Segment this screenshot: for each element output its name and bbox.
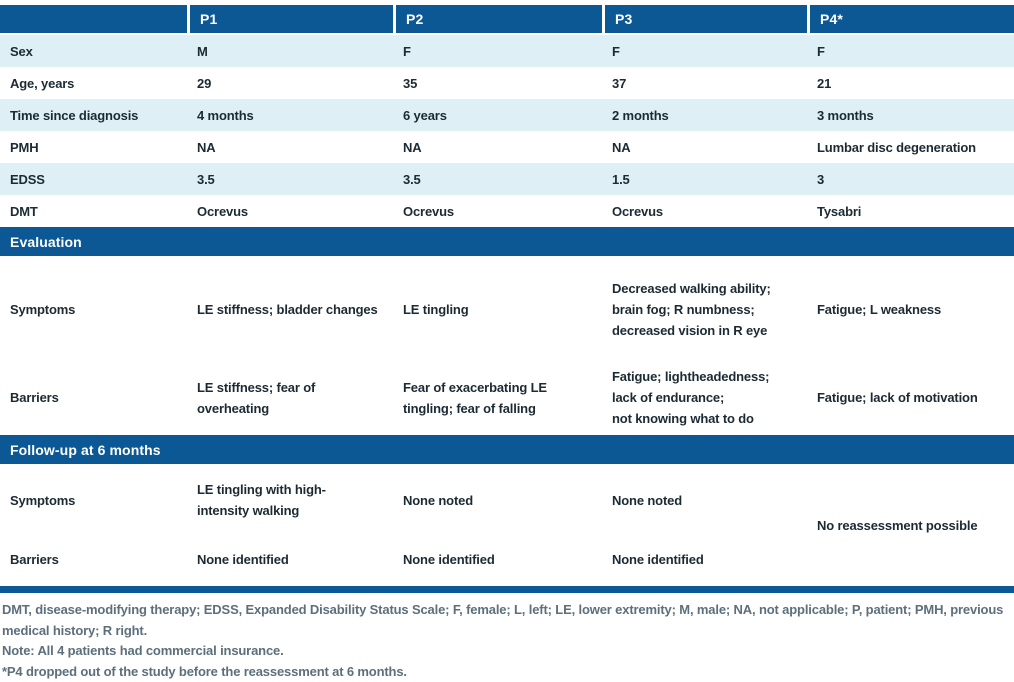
cell-p1: 3.5	[187, 163, 393, 195]
row-label: EDSS	[0, 163, 187, 195]
row-label: Age, years	[0, 67, 187, 99]
cell-p2: None noted	[393, 466, 602, 534]
cell-p1: 29	[187, 67, 393, 99]
cell-p2: Ocrevus	[393, 195, 602, 227]
cell-p2: LE tingling	[393, 258, 602, 360]
cell-p3: NA	[602, 131, 807, 163]
header-p3: P3	[602, 5, 807, 35]
header-row: P1 P2 P3 P4*	[0, 5, 1014, 35]
cell-p1: LE stiffness; fear of overheating	[187, 360, 393, 435]
cell-p2: Fear of exacerbating LE tingling; fear o…	[393, 360, 602, 435]
section-band-evaluation: Evaluation	[0, 227, 1014, 258]
section-band-followup: Follow-up at 6 months	[0, 435, 1014, 466]
row-label: Barriers	[0, 534, 187, 584]
cell-p3: None identified	[602, 534, 807, 584]
header-p4: P4*	[807, 5, 1014, 35]
cell-p2: 35	[393, 67, 602, 99]
cell-p1: LE tingling with high- intensity walking	[187, 466, 393, 534]
table-bottom-rule	[0, 586, 1014, 593]
footnote-abbreviations: DMT, disease-modifying therapy; EDSS, Ex…	[2, 600, 1010, 641]
cell-p4: 21	[807, 67, 1014, 99]
cell-p1: Ocrevus	[187, 195, 393, 227]
row-label: Barriers	[0, 360, 187, 435]
cell-p3: F	[602, 35, 807, 67]
cell-p3: 1.5	[602, 163, 807, 195]
row-label: DMT	[0, 195, 187, 227]
table-row-followup-symptoms: Symptoms LE tingling with high- intensit…	[0, 466, 1014, 534]
cell-p4: Fatigue; lack of motivation	[807, 360, 1014, 435]
cell-p4: 3	[807, 163, 1014, 195]
header-p2: P2	[393, 5, 602, 35]
footnote-asterisk: *P4 dropped out of the study before the …	[2, 662, 1010, 682]
header-empty-cell	[0, 5, 187, 35]
row-label: Symptoms	[0, 466, 187, 534]
cell-p1: None identified	[187, 534, 393, 584]
cell-p4: Lumbar disc degeneration	[807, 131, 1014, 163]
cell-p3: Decreased walking ability; brain fog; R …	[602, 258, 807, 360]
row-label: Time since diagnosis	[0, 99, 187, 131]
header-p1: P1	[187, 5, 393, 35]
row-label: PMH	[0, 131, 187, 163]
table-row-pmh: PMH NA NA NA Lumbar disc degeneration	[0, 131, 1014, 163]
footnote-note: Note: All 4 patients had commercial insu…	[2, 641, 1010, 662]
table-row-time-since-diagnosis: Time since diagnosis 4 months 6 years 2 …	[0, 99, 1014, 131]
cell-p2: 6 years	[393, 99, 602, 131]
cell-p3: 2 months	[602, 99, 807, 131]
cell-p1: M	[187, 35, 393, 67]
table-row-sex: Sex M F F F	[0, 35, 1014, 67]
cell-p3: Fatigue; lightheadedness; lack of endura…	[602, 360, 807, 435]
row-label: Symptoms	[0, 258, 187, 360]
cell-p3: None noted	[602, 466, 807, 534]
section-label: Follow-up at 6 months	[0, 435, 1014, 466]
cell-p4: Tysabri	[807, 195, 1014, 227]
section-label: Evaluation	[0, 227, 1014, 258]
table-row-edss: EDSS 3.5 3.5 1.5 3	[0, 163, 1014, 195]
row-label: Sex	[0, 35, 187, 67]
table-row-age: Age, years 29 35 37 21	[0, 67, 1014, 99]
table-footnotes: DMT, disease-modifying therapy; EDSS, Ex…	[0, 593, 1014, 682]
cell-p2: None identified	[393, 534, 602, 584]
table-row-dmt: DMT Ocrevus Ocrevus Ocrevus Tysabri	[0, 195, 1014, 227]
cell-p4: F	[807, 35, 1014, 67]
cell-p1: 4 months	[187, 99, 393, 131]
cell-p4: Fatigue; L weakness	[807, 258, 1014, 360]
patient-characteristics-table: P1 P2 P3 P4* Sex M F F F Age, years 29 3…	[0, 5, 1014, 584]
cell-p1: LE stiffness; bladder changes	[187, 258, 393, 360]
cell-p4-no-reassessment: No reassessment possible	[807, 466, 1014, 584]
cell-p1: NA	[187, 131, 393, 163]
cell-p2: 3.5	[393, 163, 602, 195]
cell-p3: Ocrevus	[602, 195, 807, 227]
cell-p4: 3 months	[807, 99, 1014, 131]
cell-p3: 37	[602, 67, 807, 99]
table-row-evaluation-barriers: Barriers LE stiffness; fear of overheati…	[0, 360, 1014, 435]
table-row-evaluation-symptoms: Symptoms LE stiffness; bladder changes L…	[0, 258, 1014, 360]
cell-p2: NA	[393, 131, 602, 163]
cell-p2: F	[393, 35, 602, 67]
